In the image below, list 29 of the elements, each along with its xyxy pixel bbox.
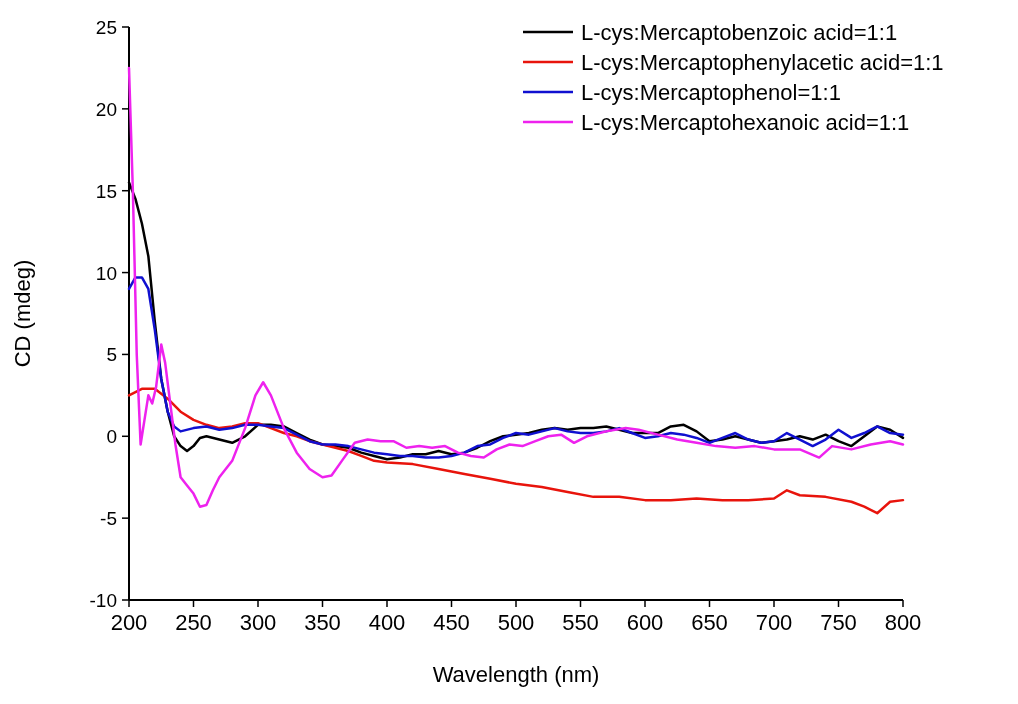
x-tick-label: 450 bbox=[433, 610, 470, 635]
y-tick-label: 25 bbox=[95, 17, 117, 38]
x-tick-label: 350 bbox=[304, 610, 341, 635]
x-tick-label: 650 bbox=[691, 610, 728, 635]
x-tick-label: 800 bbox=[884, 610, 922, 635]
legend-label: L-cys:Mercaptohexanoic acid=1:1 bbox=[581, 110, 910, 135]
x-tick-label: 300 bbox=[239, 610, 277, 635]
y-tick-label: 0 bbox=[106, 426, 117, 448]
x-tick-label: 550 bbox=[562, 610, 599, 635]
y-tick-label: 10 bbox=[95, 262, 117, 284]
x-tick-label: 200 bbox=[110, 610, 148, 635]
x-tick-label: 600 bbox=[626, 610, 664, 635]
legend-label: L-cys:Mercaptophenol=1:1 bbox=[581, 80, 841, 105]
legend-label: L-cys:Mercaptophenylacetic acid=1:1 bbox=[581, 50, 944, 75]
y-tick-label: 20 bbox=[95, 98, 117, 120]
x-tick-label: 500 bbox=[497, 610, 535, 635]
line-series bbox=[127, 387, 905, 515]
x-tick-label: 700 bbox=[755, 610, 793, 635]
y-tick-label: 5 bbox=[106, 344, 117, 366]
y-tick-label: 15 bbox=[95, 180, 117, 202]
x-tick-label: 400 bbox=[368, 610, 406, 635]
y-tick-label: -10 bbox=[89, 590, 117, 611]
y-axis-title: CD (mdeg) bbox=[10, 259, 35, 368]
legend-label: L-cys:Mercaptobenzoic acid=1:1 bbox=[581, 20, 898, 45]
y-tick-label: -5 bbox=[100, 508, 117, 530]
x-tick-label: 750 bbox=[820, 610, 857, 635]
x-axis-title: Wavelength (nm) bbox=[432, 662, 600, 687]
x-tick-label: 250 bbox=[175, 610, 212, 635]
line-series bbox=[127, 276, 905, 459]
